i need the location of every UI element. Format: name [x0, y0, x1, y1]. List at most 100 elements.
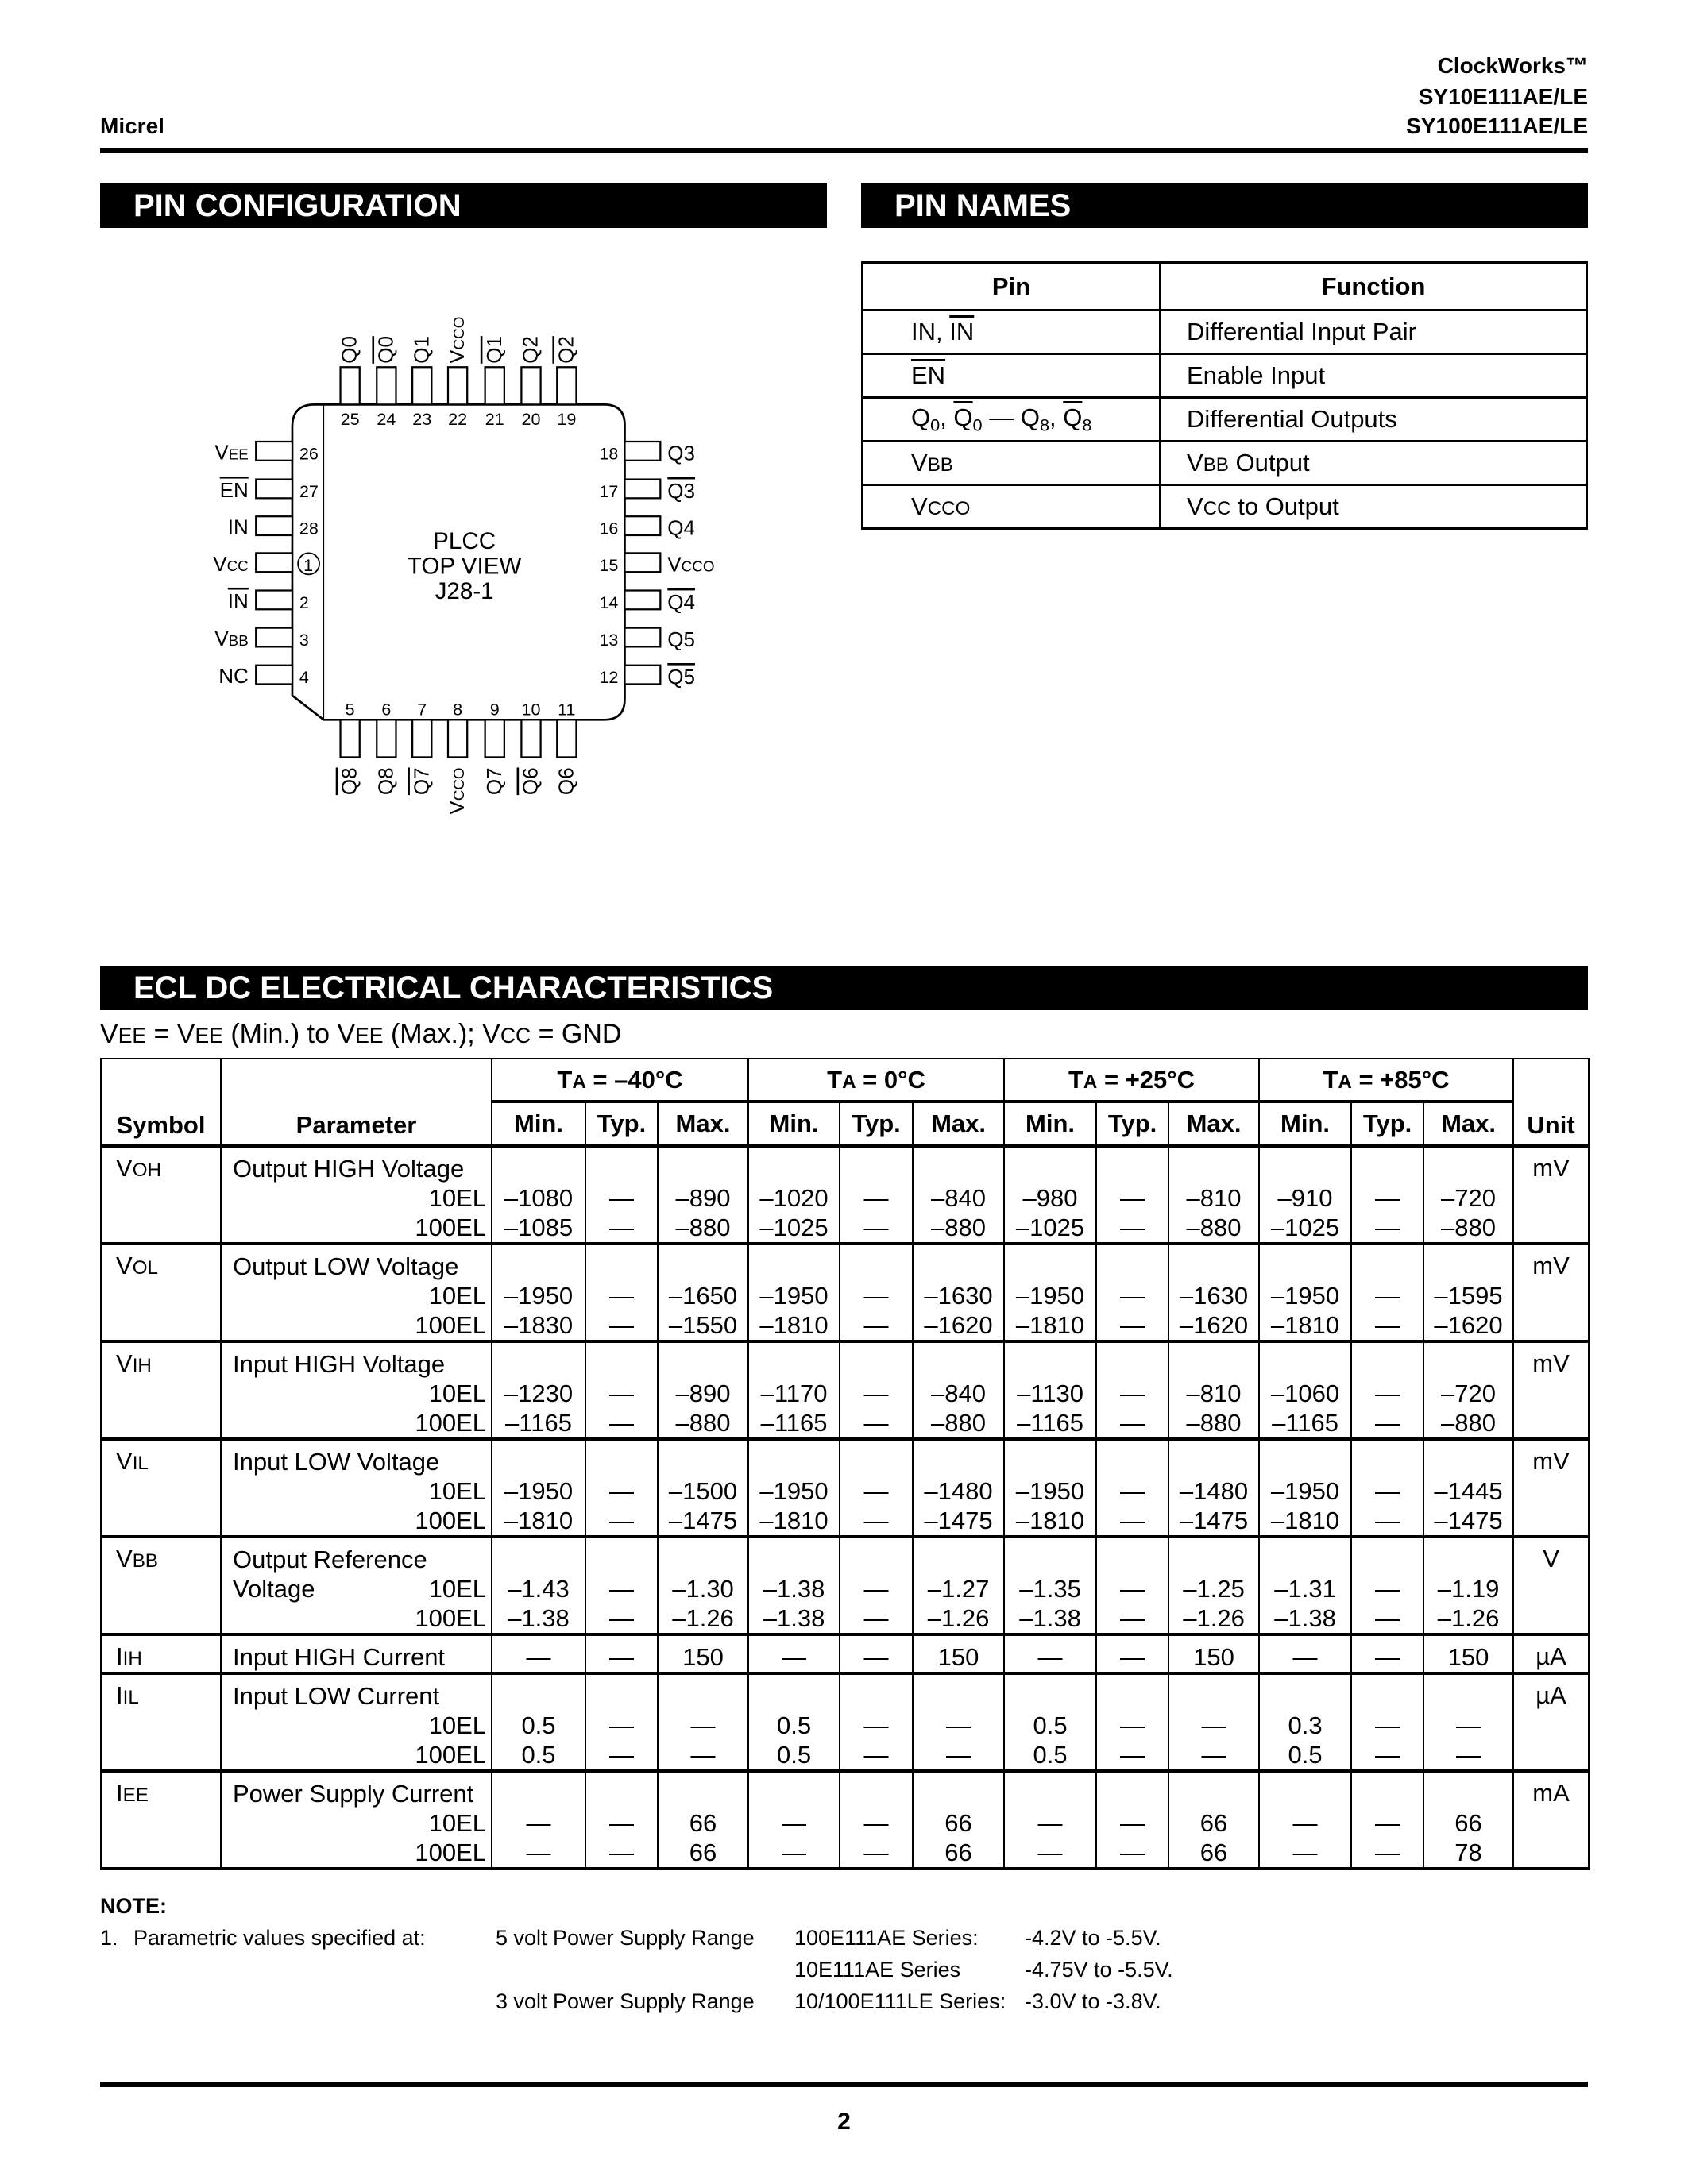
- value-cell: — —: [1258, 1770, 1353, 1870]
- blank-line: [915, 1545, 1002, 1574]
- blank-line: [1354, 1349, 1421, 1379]
- value: 66: [689, 1809, 717, 1837]
- text-segment: BB: [132, 1550, 158, 1572]
- pin-number: 2: [299, 593, 309, 612]
- pin-number: 10: [522, 700, 541, 720]
- value-cell: –810 –880: [1168, 1341, 1261, 1441]
- limit-header: Typ.: [1095, 1101, 1170, 1148]
- pin-lead: [484, 719, 505, 758]
- function-cell: Enable Input: [1159, 353, 1588, 399]
- value: –1170: [760, 1379, 828, 1407]
- blank-line: [494, 1447, 583, 1476]
- value: —: [609, 1741, 634, 1769]
- value: –1230: [504, 1379, 574, 1407]
- value: —: [609, 1477, 634, 1505]
- value: –1.38: [1019, 1604, 1081, 1632]
- text-segment: ,: [940, 403, 954, 431]
- text-segment: — Q: [982, 403, 1040, 431]
- blank-line: [660, 1349, 746, 1379]
- parameter-name: Input LOW Current: [233, 1682, 440, 1710]
- ecl-dc-characteristics-table: Symbol Parameter TA = –40°C TA = 0°C TA = +2…: [100, 1058, 1590, 1870]
- parameter-header: Parameter: [220, 1058, 492, 1148]
- value: –1810: [1270, 1311, 1340, 1339]
- value: 0.5: [776, 1711, 812, 1739]
- pin-lead: [520, 719, 542, 758]
- pin-label: Q2: [554, 336, 577, 364]
- variant-label: 100EL: [415, 1409, 486, 1437]
- blank-line: [588, 1154, 655, 1183]
- value: —: [863, 1809, 889, 1837]
- text-segment: I: [116, 1779, 123, 1807]
- text-segment: V: [1187, 449, 1203, 477]
- variant-line: 10EL: [233, 1379, 486, 1408]
- text-segment: I: [116, 1642, 123, 1670]
- value: —: [1120, 1409, 1145, 1437]
- blank-line: [1261, 1252, 1349, 1281]
- text-segment: IN,: [911, 318, 950, 345]
- pin-number: 24: [377, 410, 396, 429]
- value: 66: [944, 1839, 972, 1866]
- pin-label: Q7: [409, 767, 433, 795]
- blank-line: [1261, 1545, 1349, 1574]
- ecl-dc-heading: ECL DC ELECTRICAL CHARACTERISTICS: [100, 966, 1588, 1010]
- pin-number: 8: [453, 700, 462, 720]
- value-cell: — —: [839, 1243, 914, 1343]
- variant-line: Voltage 10EL: [233, 1574, 486, 1603]
- text-segment: = 0°C: [856, 1065, 925, 1094]
- text-segment: Differential Outputs: [1187, 405, 1397, 433]
- pin-cell: EN: [861, 353, 1161, 399]
- value: —: [1375, 1214, 1400, 1241]
- value: —: [1120, 1809, 1145, 1837]
- value-cell: — —: [839, 1536, 914, 1636]
- variant-label: 100EL: [415, 1839, 486, 1866]
- note-cell: -4.75V to -5.5V.: [1025, 1958, 1173, 1981]
- symbol-header: Symbol: [100, 1058, 222, 1148]
- value: 66: [1454, 1809, 1482, 1837]
- parameter-name: Input HIGH Current: [233, 1643, 446, 1671]
- variant-line: 100EL: [233, 1310, 486, 1340]
- pin-number: 5: [346, 700, 355, 720]
- value: –1475: [1434, 1507, 1503, 1534]
- pin-label: VBB: [214, 627, 248, 650]
- value-cell: 0.5 0.5: [747, 1673, 841, 1773]
- pin-label: VCCO: [667, 553, 714, 577]
- value: —: [1292, 1839, 1318, 1866]
- value-cell: — —: [1423, 1673, 1515, 1773]
- value: —: [1375, 1809, 1400, 1837]
- text-segment: V: [116, 1447, 133, 1475]
- limit-header: Max.: [656, 1101, 750, 1148]
- function-cell: VCC to Output: [1159, 484, 1588, 530]
- value: —: [863, 1184, 889, 1212]
- pin-label: Q6: [519, 767, 543, 795]
- value: –1480: [924, 1477, 993, 1505]
- variant-line: 100EL: [233, 1603, 486, 1633]
- table-row: VOH Output HIGH Voltage 10EL 100EL –1080 –108…: [100, 1145, 1590, 1245]
- value: –980: [1022, 1184, 1078, 1212]
- parameter-cell: Output Reference Voltage 10EL 100EL: [220, 1536, 492, 1636]
- pin-configuration-heading: PIN CONFIGURATION: [100, 183, 827, 228]
- text-segment: 0: [930, 415, 941, 435]
- limit-header: Max.: [1168, 1101, 1261, 1148]
- value: –1810: [1015, 1507, 1085, 1534]
- pin-label: Q6: [554, 767, 577, 795]
- value: —: [526, 1643, 551, 1671]
- text-segment: I: [116, 1681, 123, 1709]
- blank-line: [588, 1779, 655, 1808]
- blank-line: [915, 1154, 1002, 1183]
- parameter-cell: Input LOW Current 10EL 100EL: [220, 1673, 492, 1773]
- pin-number: 14: [599, 593, 618, 612]
- parameter-cell: Input LOW Voltage 10EL 100EL: [220, 1438, 492, 1538]
- value-cell: –1.27 –1.26: [912, 1536, 1006, 1636]
- value-cell: –810 –880: [1168, 1145, 1261, 1245]
- value: —: [1375, 1741, 1400, 1769]
- value: 150: [682, 1643, 724, 1671]
- blank-line: [1354, 1154, 1421, 1183]
- value-cell: –1130 –1165: [1003, 1341, 1098, 1441]
- value-cell: —: [491, 1634, 586, 1675]
- value: —: [863, 1282, 889, 1310]
- blank-line: [842, 1447, 910, 1476]
- blank-line: [842, 1154, 910, 1183]
- function-cell: Differential Input Pair: [1159, 309, 1588, 355]
- pin-label: VEE: [214, 440, 248, 464]
- table-row: VIH Input HIGH Voltage 10EL 100EL –1230 –1165…: [100, 1341, 1590, 1441]
